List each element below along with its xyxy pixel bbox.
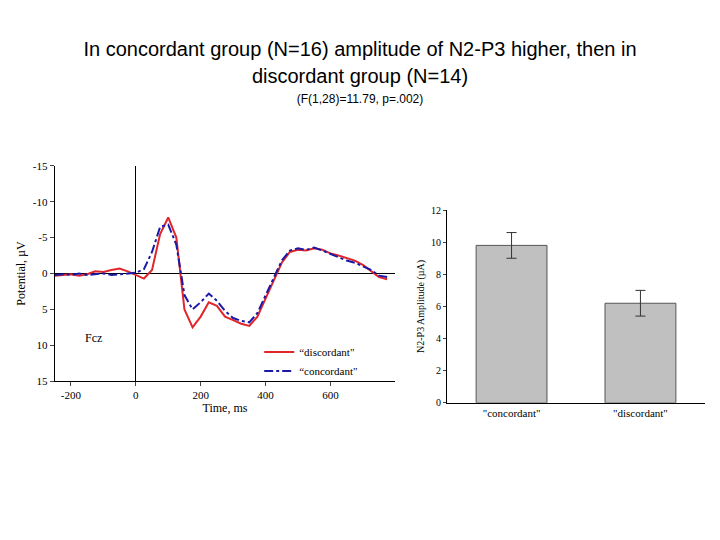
svg-text:5: 5: [42, 303, 48, 315]
svg-text:N2-P3 Amplitude (µA): N2-P3 Amplitude (µA): [415, 260, 427, 353]
svg-text:"discordant": "discordant": [613, 407, 668, 419]
svg-text:2: 2: [436, 365, 441, 376]
svg-text:Fcz: Fcz: [85, 331, 102, 345]
svg-text:4: 4: [436, 333, 441, 344]
svg-text:Potential, µV: Potential, µV: [14, 241, 28, 306]
svg-text:-200: -200: [61, 389, 82, 401]
svg-text:"concordant": "concordant": [483, 407, 541, 419]
svg-text:0: 0: [42, 267, 48, 279]
svg-text:“concordant": “concordant": [299, 365, 357, 377]
svg-text:200: 200: [192, 389, 209, 401]
html-text:In concordant group (N=16) amp: In concordant group (N=16) amplitude of …: [83, 38, 637, 87]
svg-text:15: 15: [37, 375, 49, 387]
svg-text:12: 12: [431, 205, 441, 216]
svg-text:-5: -5: [38, 231, 48, 243]
svg-text:600: 600: [322, 389, 339, 401]
svg-text:400: 400: [257, 389, 274, 401]
svg-text:-15: -15: [33, 160, 48, 172]
svg-text:8: 8: [436, 269, 441, 280]
svg-text:Time, ms: Time, ms: [203, 401, 248, 415]
svg-text:“discordant": “discordant": [299, 346, 354, 358]
svg-text:-10: -10: [33, 196, 48, 208]
svg-text:6: 6: [436, 301, 441, 312]
html-text:(F(1,28)=11.79, p=.002): (F(1,28)=11.79, p=.002): [296, 92, 424, 106]
svg-text:10: 10: [37, 339, 49, 351]
svg-text:0: 0: [133, 389, 139, 401]
svg-text:0: 0: [436, 397, 441, 408]
svg-text:10: 10: [431, 237, 441, 248]
